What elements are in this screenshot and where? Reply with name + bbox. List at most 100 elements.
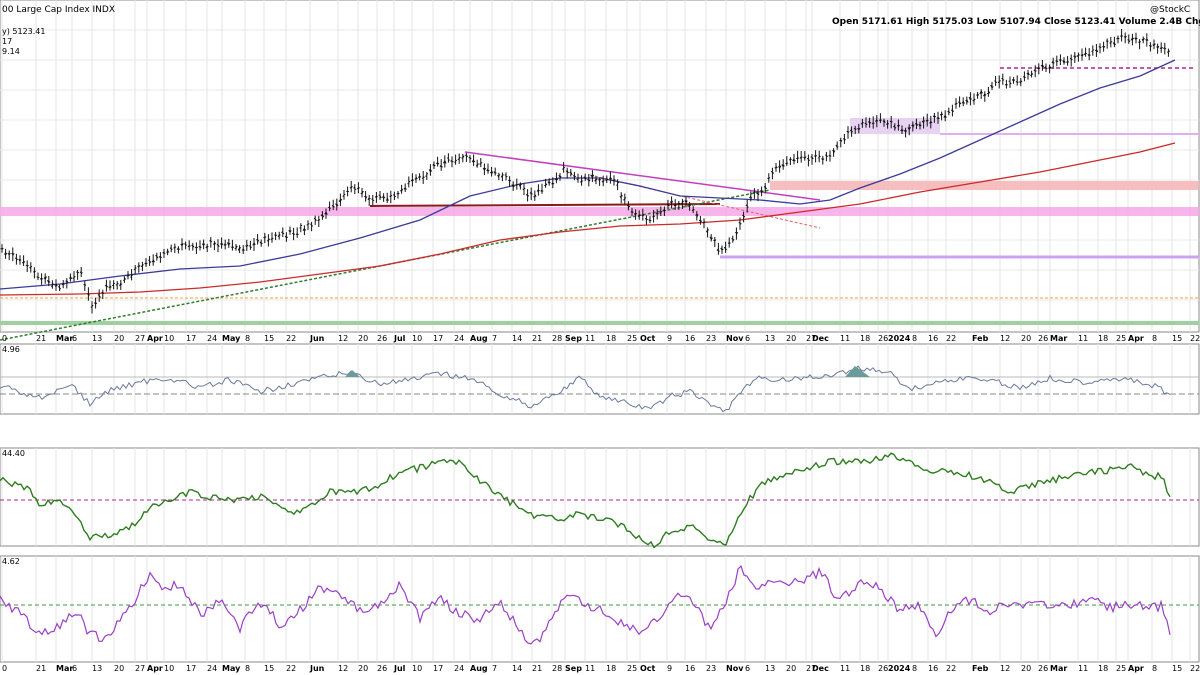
price-bar-close <box>1117 37 1120 40</box>
price-bar-open <box>579 180 582 183</box>
price-bar-close <box>883 120 886 123</box>
price-bar-close <box>109 285 112 288</box>
price-bar-close <box>858 127 861 130</box>
price-bar-close <box>934 115 937 118</box>
price-bar-open <box>950 109 953 111</box>
price-bar-open <box>486 168 489 172</box>
price-bar-open <box>471 159 475 163</box>
price-bar-open <box>176 247 179 250</box>
price-bar-close <box>854 128 857 131</box>
x-tick-label: Mar <box>1050 664 1067 673</box>
price-bar-close <box>257 239 260 242</box>
price-bar-open <box>468 156 471 159</box>
price-bar-close <box>534 194 537 197</box>
price-bar-close <box>937 116 940 120</box>
price-bar-close <box>73 276 76 278</box>
price-bar-open <box>61 283 64 286</box>
x-tick-label: 6 <box>72 334 77 343</box>
price-bar-open <box>551 182 554 185</box>
x-tick-label: 2024 <box>888 664 911 673</box>
price-bar-open <box>417 175 420 178</box>
price-bar-open <box>698 219 701 222</box>
price-bar-close <box>959 102 962 105</box>
x-tick-label: 17 <box>186 334 196 343</box>
x-tick-label: 20 <box>1021 334 1031 343</box>
price-bar-close <box>977 93 980 96</box>
x-tick-label: 26 <box>377 334 387 343</box>
price-bar-open <box>637 215 640 218</box>
price-bar-close <box>386 197 389 201</box>
price-bar-close <box>466 155 469 158</box>
price-bar-open <box>29 266 32 269</box>
price-bar-close <box>894 126 897 129</box>
price-bar-close <box>242 248 245 251</box>
price-bar-open <box>414 178 417 180</box>
price-bar-close <box>1038 67 1041 69</box>
price-bar-close <box>570 171 573 176</box>
price-bar-close <box>1160 46 1163 50</box>
price-bar-close <box>1027 72 1030 76</box>
price-bar-close <box>5 252 8 255</box>
price-bar-open <box>601 180 604 183</box>
price-bar-open <box>7 253 10 255</box>
x-tick-label: 8 <box>912 334 917 343</box>
price-bar-open <box>885 123 888 125</box>
price-bar-open <box>824 154 827 156</box>
price-bar-open <box>497 174 500 178</box>
zone-layer <box>0 67 1199 325</box>
price-bar-close <box>16 258 19 261</box>
price-bar-open <box>371 198 374 200</box>
price-bar-close <box>1153 43 1156 46</box>
x-tick-label: 26 <box>1038 664 1048 673</box>
price-bar-close <box>412 179 415 182</box>
price-bar-open <box>1019 81 1022 84</box>
x-tick-label: 28 <box>552 664 562 673</box>
x-tick-label: 7 <box>492 664 497 673</box>
x-tick-label: 11 <box>1078 664 1088 673</box>
price-bar-close <box>127 274 130 277</box>
x-tick-label: 9 <box>667 334 672 343</box>
x-tick-label: 25 <box>627 664 637 673</box>
x-tick-label: 26 <box>377 664 387 673</box>
price-bar-close <box>1013 79 1016 82</box>
price-bar-close <box>613 179 616 182</box>
price-bar-close <box>1110 41 1113 43</box>
price-bar-open <box>320 213 323 217</box>
price-bar-open <box>302 228 305 232</box>
x-tick-label: 15 <box>1172 334 1182 343</box>
price-bar-close <box>1132 37 1135 40</box>
x-tick-label: Jun <box>309 334 325 343</box>
price-bar-close <box>505 175 508 178</box>
x-tick-label: Aug <box>470 664 488 673</box>
price-bar-close <box>700 219 703 222</box>
price-bar-open <box>457 158 460 161</box>
price-bar-close <box>1009 82 1012 85</box>
price-bar-close <box>325 211 328 215</box>
x-tick-label: 11 <box>840 334 850 343</box>
price-bar-open <box>489 171 492 174</box>
price-bar-close <box>181 243 184 246</box>
price-bar-open <box>759 190 762 193</box>
price-bar-close <box>591 174 595 178</box>
price-bar-open <box>169 247 172 249</box>
price-bar-open <box>1033 69 1036 72</box>
price-bar-close <box>394 195 397 198</box>
price-bar-open <box>1141 38 1144 42</box>
x-tick-label: 2024 <box>888 334 911 343</box>
price-bar-close <box>217 244 220 247</box>
x-tick-label: Nov <box>726 334 744 343</box>
x-tick-label: 25 <box>627 334 637 343</box>
price-bar-close <box>555 177 559 181</box>
x-tick-label: 18 <box>860 334 870 343</box>
x-tick-label: 6 <box>72 664 77 673</box>
price-bar-open <box>137 265 139 268</box>
price-bar-open <box>525 193 528 197</box>
x-tick-label: 12 <box>338 334 348 343</box>
x-tick-label: 26 <box>878 664 888 673</box>
price-bar-close <box>826 155 829 158</box>
price-bar-close <box>743 215 746 218</box>
price-bar-open <box>201 243 204 246</box>
price-bar-open <box>342 195 345 197</box>
price-bar-close <box>268 238 271 241</box>
price-bar-close <box>437 162 440 166</box>
